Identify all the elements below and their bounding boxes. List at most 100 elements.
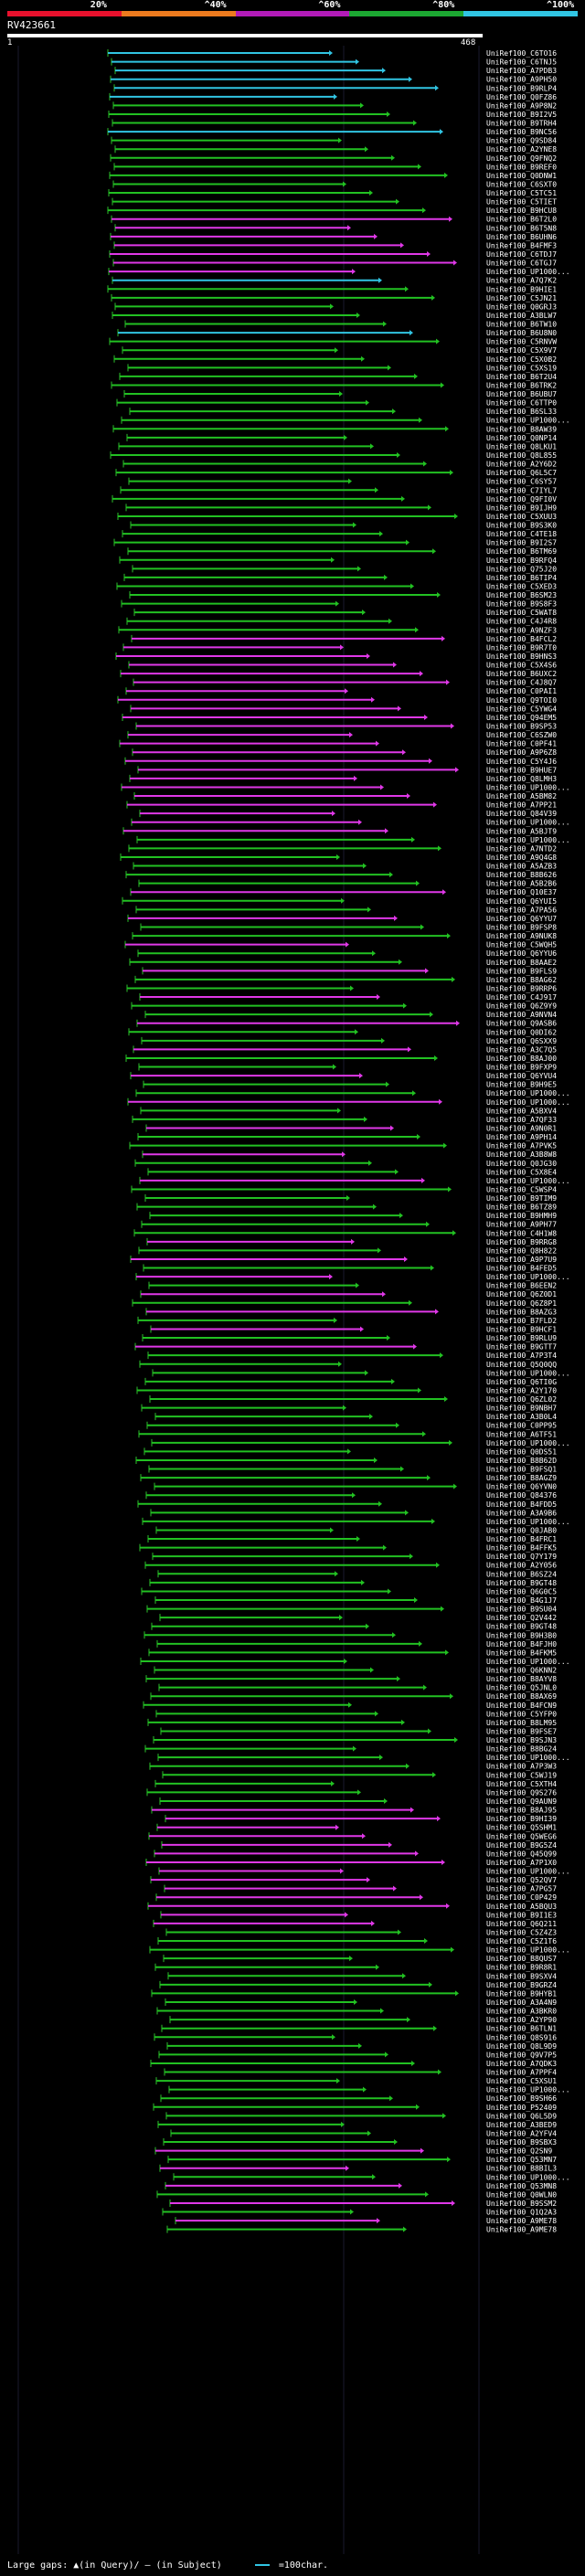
- alignment-row[interactable]: UniRef100_UP1000...: [157, 1754, 570, 1762]
- alignment-row[interactable]: UniRef100_B8QUS7: [163, 1955, 557, 1963]
- alignment-row[interactable]: UniRef100_B6UHN6: [110, 233, 557, 241]
- alignment-row[interactable]: UniRef100_Q6YYU7: [127, 914, 557, 923]
- alignment-row[interactable]: UniRef100_C0P429: [155, 1893, 557, 1902]
- alignment-row[interactable]: UniRef100_Q94EM5: [122, 713, 557, 722]
- alignment-row[interactable]: UniRef100_B4FKM5: [148, 1648, 557, 1657]
- alignment-row[interactable]: UniRef100_A7P1X0: [145, 1858, 557, 1867]
- alignment-row[interactable]: UniRef100_Q52QV7: [150, 1876, 557, 1884]
- alignment-row[interactable]: UniRef100_Q75J20: [132, 565, 557, 573]
- alignment-row[interactable]: UniRef100_Q53MN8: [165, 2181, 557, 2190]
- alignment-row[interactable]: UniRef100_C5XED3: [116, 582, 557, 590]
- alignment-row[interactable]: UniRef100_B9FSE7: [160, 1727, 557, 1735]
- alignment-row[interactable]: UniRef100_B6TW10: [124, 320, 557, 329]
- alignment-row[interactable]: UniRef100_A3C7Q5: [133, 1045, 557, 1054]
- alignment-row[interactable]: UniRef100_A9NVN4: [144, 1011, 557, 1019]
- alignment-row[interactable]: UniRef100_Q6YYU6: [137, 949, 557, 958]
- alignment-row[interactable]: UniRef100_UP1000...: [149, 1945, 570, 1955]
- alignment-row[interactable]: UniRef100_B9FLS9: [142, 967, 557, 975]
- alignment-row[interactable]: UniRef100_C6TGJ7: [112, 259, 557, 268]
- alignment-row[interactable]: UniRef100_B9I2V5: [108, 110, 557, 119]
- alignment-row[interactable]: UniRef100_UP1000...: [152, 1369, 570, 1377]
- alignment-row[interactable]: UniRef100_B8AZG3: [145, 1308, 557, 1316]
- alignment-row[interactable]: UniRef100_B9TIM9: [144, 1194, 557, 1203]
- alignment-row[interactable]: UniRef100_C6TNJ5: [111, 58, 557, 67]
- alignment-row[interactable]: UniRef100_C5WSP4: [131, 1185, 557, 1193]
- alignment-row[interactable]: UniRef100_C5X0B2: [113, 355, 557, 364]
- alignment-row[interactable]: UniRef100_B8AW39: [112, 425, 557, 433]
- alignment-row[interactable]: UniRef100_B9H3B0: [144, 1631, 557, 1639]
- alignment-row[interactable]: UniRef100_B9S3K0: [130, 521, 557, 530]
- alignment-row[interactable]: UniRef100_Q5Q0QQ: [139, 1360, 557, 1369]
- alignment-row[interactable]: UniRef100_A9P6Z8: [132, 748, 557, 757]
- alignment-row[interactable]: UniRef100_C5X9V7: [122, 346, 557, 355]
- alignment-row[interactable]: UniRef100_A7P3T4: [147, 1352, 557, 1360]
- alignment-row[interactable]: UniRef100_A5BQU3: [147, 1902, 557, 1911]
- alignment-row[interactable]: UniRef100_B9FSQ1: [148, 1465, 557, 1474]
- alignment-row[interactable]: UniRef100_C0PP95: [146, 1421, 557, 1430]
- alignment-row[interactable]: UniRef100_A7QF33: [132, 1115, 557, 1124]
- alignment-row[interactable]: UniRef100_Q8L855: [110, 451, 557, 460]
- alignment-row[interactable]: UniRef100_B6TLN1: [161, 2024, 557, 2033]
- alignment-row[interactable]: UniRef100_A9PH77: [141, 1220, 557, 1229]
- alignment-row[interactable]: UniRef100_B8AJ00: [125, 1054, 557, 1063]
- alignment-row[interactable]: UniRef100_Q2V442: [159, 1614, 557, 1622]
- alignment-row[interactable]: UniRef100_B6UBU7: [123, 390, 557, 398]
- alignment-row[interactable]: UniRef100_B4FCN9: [143, 1701, 557, 1710]
- alignment-row[interactable]: UniRef100_UP1000...: [173, 2173, 570, 2181]
- alignment-row[interactable]: UniRef100_A7PPF4: [164, 2068, 557, 2077]
- alignment-row[interactable]: UniRef100_Q1Q2A3: [162, 2208, 557, 2217]
- alignment-row[interactable]: UniRef100_A7PDB3: [114, 67, 557, 75]
- alignment-row[interactable]: UniRef100_A2YP90: [169, 2016, 557, 2024]
- alignment-row[interactable]: UniRef100_Q6YVN0: [154, 1482, 557, 1491]
- alignment-row[interactable]: UniRef100_Q7Y179: [152, 1553, 557, 1561]
- alignment-row[interactable]: UniRef100_B8AJ95: [151, 1806, 557, 1815]
- alignment-row[interactable]: UniRef100_C5XTH4: [154, 1779, 557, 1788]
- alignment-row[interactable]: UniRef100_B6T2L0: [111, 215, 557, 224]
- alignment-row[interactable]: UniRef100_UP1000...: [131, 818, 570, 827]
- alignment-row[interactable]: UniRef100_B9FSP8: [140, 923, 557, 932]
- alignment-row[interactable]: UniRef100_A3B0L4: [154, 1413, 557, 1421]
- alignment-row[interactable]: UniRef100_A3BED9: [157, 2120, 557, 2129]
- alignment-row[interactable]: UniRef100_Q2SN9: [154, 2147, 552, 2156]
- alignment-row[interactable]: UniRef100_B6TRK2: [111, 381, 557, 389]
- alignment-row[interactable]: UniRef100_B4FCL2: [131, 634, 557, 643]
- alignment-row[interactable]: UniRef100_Q9FI0V: [112, 494, 557, 504]
- alignment-row[interactable]: UniRef100_A9NUK8: [132, 932, 557, 940]
- alignment-row[interactable]: UniRef100_B4FDD5: [137, 1500, 557, 1509]
- alignment-row[interactable]: UniRef100_B9HNS3: [115, 652, 557, 661]
- alignment-row[interactable]: UniRef100_C0PF41: [119, 739, 557, 748]
- alignment-row[interactable]: UniRef100_B9SU04: [146, 1605, 557, 1614]
- alignment-row[interactable]: UniRef100_A9PH14: [137, 1133, 557, 1141]
- alignment-row[interactable]: UniRef100_Q8H822: [138, 1246, 557, 1255]
- alignment-row[interactable]: UniRef100_B9HIE1: [107, 285, 557, 293]
- alignment-row[interactable]: UniRef100_Q9AUN9: [159, 1797, 557, 1806]
- alignment-row[interactable]: UniRef100_A9P8N2: [112, 101, 557, 110]
- alignment-row[interactable]: UniRef100_A3A4N9: [165, 1998, 557, 2007]
- alignment-row[interactable]: UniRef100_C4J4R8: [126, 617, 557, 626]
- alignment-row[interactable]: UniRef100_B8AX69: [150, 1692, 557, 1701]
- alignment-row[interactable]: UniRef100_B4FMF3: [113, 241, 557, 249]
- alignment-row[interactable]: UniRef100_B6UXC2: [120, 670, 557, 678]
- alignment-row[interactable]: UniRef100_B9RRG8: [146, 1237, 557, 1246]
- alignment-row[interactable]: UniRef100_B9SXV4: [167, 1972, 557, 1980]
- alignment-row[interactable]: UniRef100_UP1000...: [127, 1097, 570, 1107]
- alignment-row[interactable]: UniRef100_C5RNVW: [109, 337, 557, 346]
- alignment-row[interactable]: UniRef100_A7PP21: [126, 800, 557, 810]
- alignment-row[interactable]: UniRef100_UP1000...: [168, 2085, 570, 2094]
- alignment-row[interactable]: UniRef100_B9R7T0: [122, 643, 557, 652]
- alignment-row[interactable]: UniRef100_A9Q4G8: [120, 853, 557, 862]
- alignment-row[interactable]: UniRef100_A7PG57: [164, 1884, 557, 1893]
- alignment-row[interactable]: UniRef100_Q84376: [145, 1491, 557, 1500]
- alignment-row[interactable]: UniRef100_A9P7U9: [130, 1255, 557, 1264]
- alignment-row[interactable]: UniRef100_UP1000...: [140, 1657, 570, 1666]
- alignment-row[interactable]: UniRef100_A5BXV4: [140, 1107, 557, 1115]
- alignment-row[interactable]: UniRef100_C6SY57: [128, 477, 557, 486]
- alignment-row[interactable]: UniRef100_B9RFQ4: [119, 556, 557, 565]
- alignment-row[interactable]: UniRef100_B4FJH0: [156, 1639, 557, 1648]
- alignment-row[interactable]: UniRef100_B9GT48: [151, 1622, 557, 1631]
- alignment-row[interactable]: UniRef100_C5WAT8: [133, 609, 557, 617]
- alignment-row[interactable]: UniRef100_Q10E37: [130, 888, 557, 896]
- alignment-row[interactable]: UniRef100_A7QDK3: [150, 2059, 557, 2068]
- alignment-row[interactable]: UniRef100_A7PVK5: [129, 1141, 557, 1150]
- alignment-row[interactable]: UniRef100_B9HCF1: [150, 1325, 557, 1333]
